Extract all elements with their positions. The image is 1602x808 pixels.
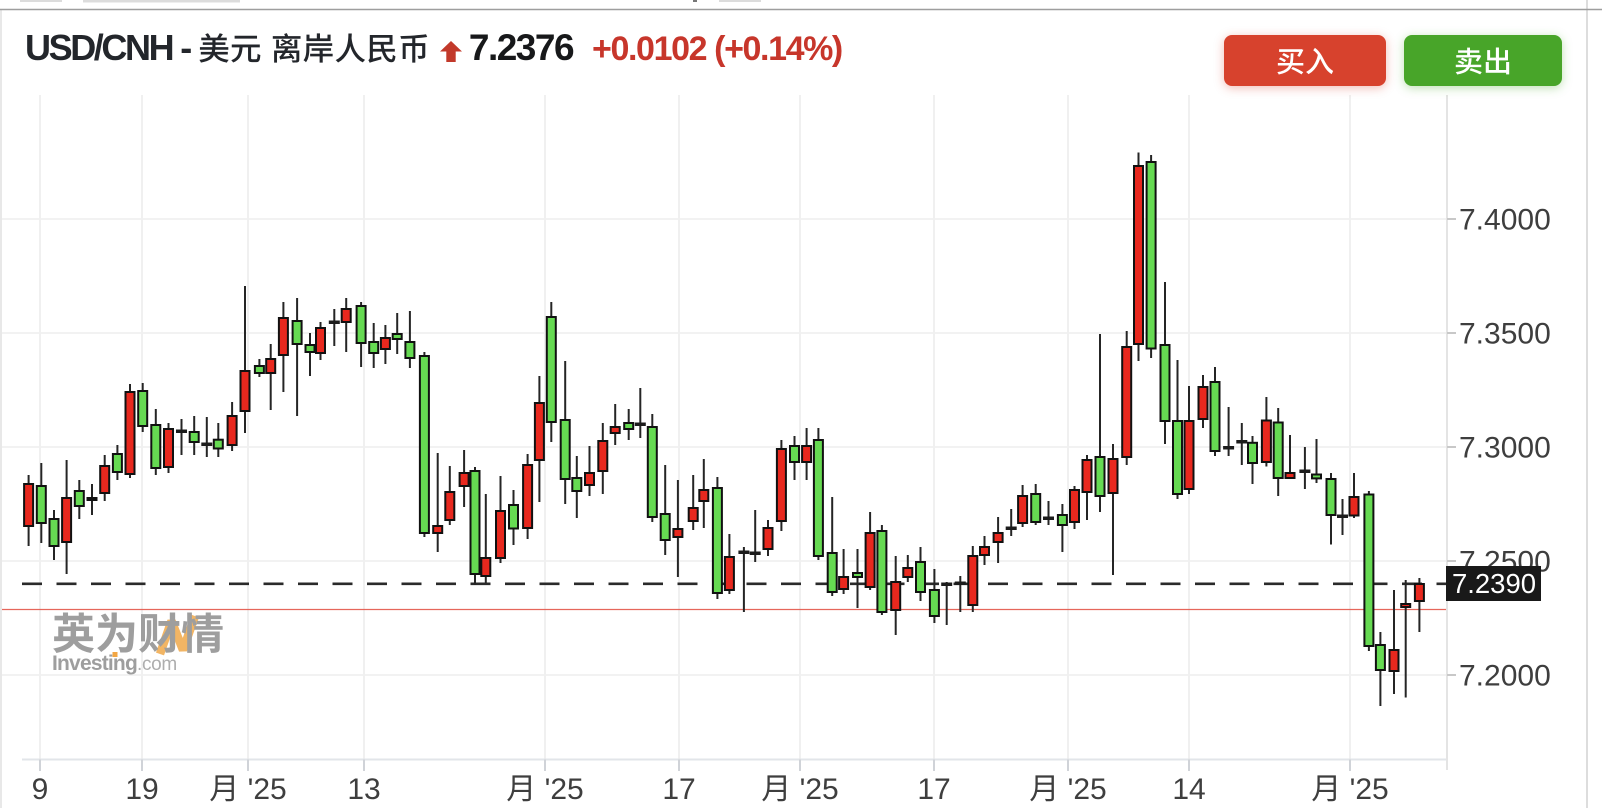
svg-text:月 '25: 月 '25 [209, 773, 286, 806]
svg-text:14: 14 [1172, 773, 1205, 806]
svg-text:7.2000: 7.2000 [1459, 660, 1551, 693]
svg-text:13: 13 [347, 773, 380, 806]
svg-text:7.4000: 7.4000 [1459, 204, 1551, 237]
svg-text:7.2390: 7.2390 [1452, 568, 1536, 599]
svg-text:7.3500: 7.3500 [1459, 318, 1551, 351]
svg-text:17: 17 [917, 773, 950, 806]
svg-text:7.3000: 7.3000 [1459, 432, 1551, 465]
svg-text:19: 19 [125, 773, 158, 806]
svg-text:月 '25: 月 '25 [1029, 773, 1106, 806]
svg-text:Investing.com: Investing.com [52, 652, 177, 675]
svg-text:9: 9 [32, 773, 49, 806]
svg-text:17: 17 [662, 773, 695, 806]
svg-text:月 '25: 月 '25 [506, 773, 583, 806]
svg-text:月 '25: 月 '25 [761, 773, 838, 806]
svg-text:月 '25: 月 '25 [1311, 773, 1388, 806]
svg-text:英为财情: 英为财情 [52, 600, 224, 662]
